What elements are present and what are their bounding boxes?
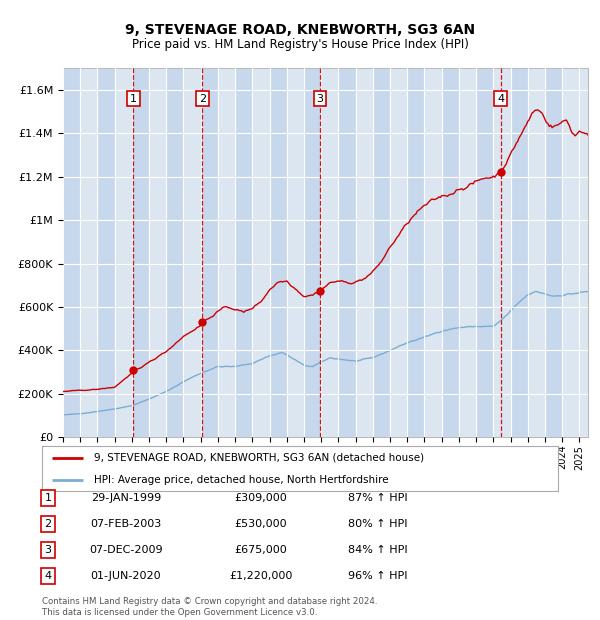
Bar	[476, 68, 493, 437]
Bar	[373, 68, 390, 437]
Text: £675,000: £675,000	[235, 545, 287, 555]
Text: £309,000: £309,000	[235, 493, 287, 503]
Text: 96% ↑ HPI: 96% ↑ HPI	[348, 571, 408, 581]
Bar	[304, 68, 321, 437]
Text: 1: 1	[130, 94, 137, 104]
Bar	[545, 68, 562, 437]
Text: 3: 3	[44, 545, 52, 555]
Text: £1,220,000: £1,220,000	[229, 571, 293, 581]
Text: 29-JAN-1999: 29-JAN-1999	[91, 493, 161, 503]
Bar	[442, 68, 459, 437]
Bar	[338, 68, 356, 437]
Text: 84% ↑ HPI: 84% ↑ HPI	[348, 545, 408, 555]
Text: 4: 4	[497, 94, 504, 104]
Text: Price paid vs. HM Land Registry's House Price Index (HPI): Price paid vs. HM Land Registry's House …	[131, 38, 469, 51]
Bar	[407, 68, 424, 437]
Bar	[201, 68, 218, 437]
Text: 80% ↑ HPI: 80% ↑ HPI	[348, 519, 408, 529]
Text: 07-FEB-2003: 07-FEB-2003	[91, 519, 161, 529]
Text: 1: 1	[44, 493, 52, 503]
Text: 01-JUN-2020: 01-JUN-2020	[91, 571, 161, 581]
Text: 2: 2	[199, 94, 206, 104]
Bar	[269, 68, 287, 437]
Bar	[63, 68, 80, 437]
Bar	[97, 68, 115, 437]
Bar	[132, 68, 149, 437]
Text: 2: 2	[44, 519, 52, 529]
Text: 3: 3	[316, 94, 323, 104]
Text: 9, STEVENAGE ROAD, KNEBWORTH, SG3 6AN: 9, STEVENAGE ROAD, KNEBWORTH, SG3 6AN	[125, 23, 475, 37]
Text: £530,000: £530,000	[235, 519, 287, 529]
Text: 9, STEVENAGE ROAD, KNEBWORTH, SG3 6AN (detached house): 9, STEVENAGE ROAD, KNEBWORTH, SG3 6AN (d…	[94, 453, 424, 463]
Text: Contains HM Land Registry data © Crown copyright and database right 2024.
This d: Contains HM Land Registry data © Crown c…	[42, 598, 377, 617]
Text: 07-DEC-2009: 07-DEC-2009	[89, 545, 163, 555]
Text: HPI: Average price, detached house, North Hertfordshire: HPI: Average price, detached house, Nort…	[94, 475, 388, 485]
Bar	[511, 68, 528, 437]
Bar	[166, 68, 184, 437]
Text: 87% ↑ HPI: 87% ↑ HPI	[348, 493, 408, 503]
Bar	[235, 68, 253, 437]
Text: 4: 4	[44, 571, 52, 581]
